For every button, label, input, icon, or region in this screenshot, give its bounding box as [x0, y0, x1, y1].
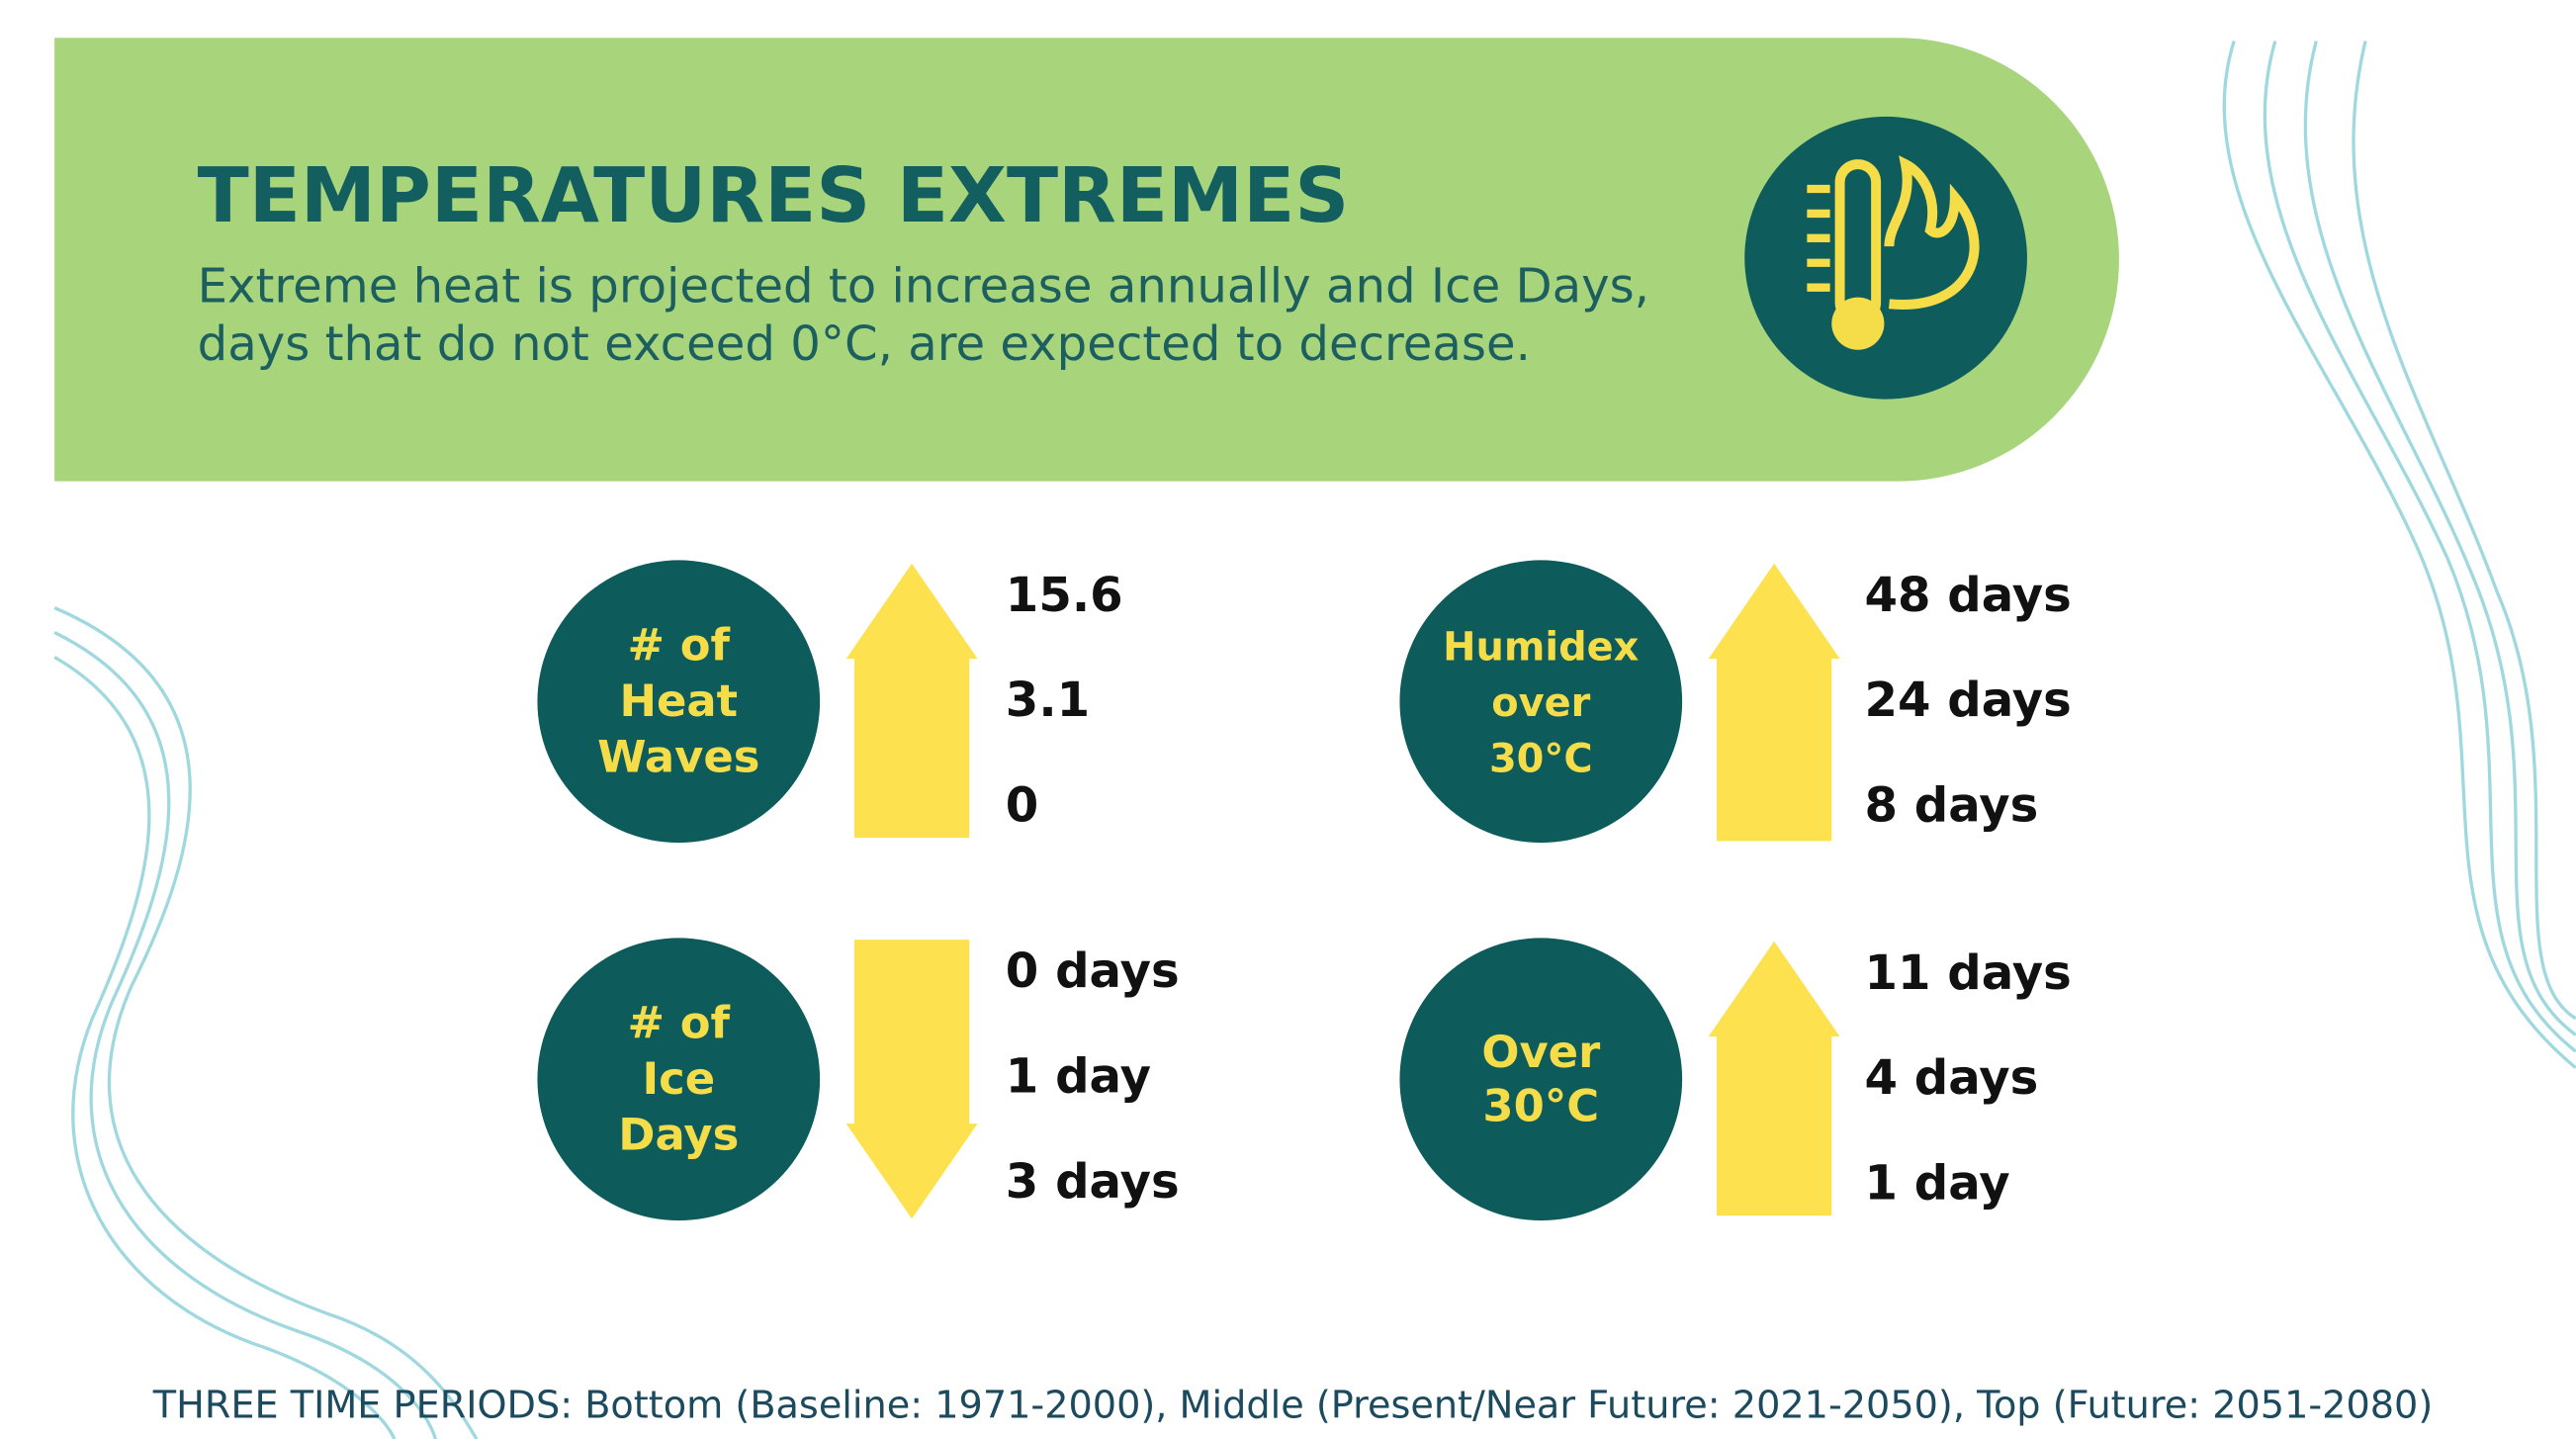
trend-arrow: [846, 940, 978, 1218]
trend-arrow: [1709, 564, 1840, 842]
subtitle: days that do not exceed 0°C, are expecte…: [198, 316, 1531, 372]
infographic: TEMPERATURES EXTREMES Extreme heat is pr…: [0, 0, 2576, 1439]
panel-label: Over: [1481, 1026, 1600, 1078]
panel-label: Days: [618, 1109, 739, 1161]
period-value: 24 days: [1864, 673, 2071, 728]
panel-label: # of: [628, 997, 731, 1049]
panel-label: Humidex: [1443, 625, 1639, 671]
trend-arrow: [1709, 942, 1840, 1215]
footer: THREE TIME PERIODS: Bottom (Baseline: 19…: [152, 1384, 2433, 1427]
period-value: 1 day: [1006, 1049, 1151, 1105]
title: TEMPERATURES EXTREMES: [198, 152, 1350, 240]
panel-label: Waves: [597, 731, 759, 783]
period-value: 4 days: [1864, 1050, 2038, 1106]
period-value: 3.1: [1006, 673, 1090, 728]
period-value: 0 days: [1006, 944, 1180, 999]
period-value: 3 days: [1006, 1154, 1180, 1210]
panel-label: over: [1491, 680, 1590, 726]
panel-label: Heat: [619, 675, 738, 727]
thermometer-icon: [1744, 117, 2027, 400]
period-value: 15.6: [1006, 568, 1123, 623]
period-value: 8 days: [1864, 777, 2038, 833]
panel-label: # of: [628, 619, 731, 672]
panel-label: 30°C: [1489, 737, 1593, 782]
period-value: 11 days: [1864, 945, 2071, 1001]
period-value: 0: [1006, 777, 1039, 833]
period-value: 48 days: [1864, 568, 2071, 623]
trend-arrow: [846, 564, 978, 838]
panel-label: Ice: [642, 1052, 715, 1105]
panel-label: 30°C: [1482, 1080, 1599, 1132]
subtitle: Extreme heat is projected to increase an…: [198, 259, 1649, 315]
period-value: 1 day: [1864, 1156, 2009, 1212]
